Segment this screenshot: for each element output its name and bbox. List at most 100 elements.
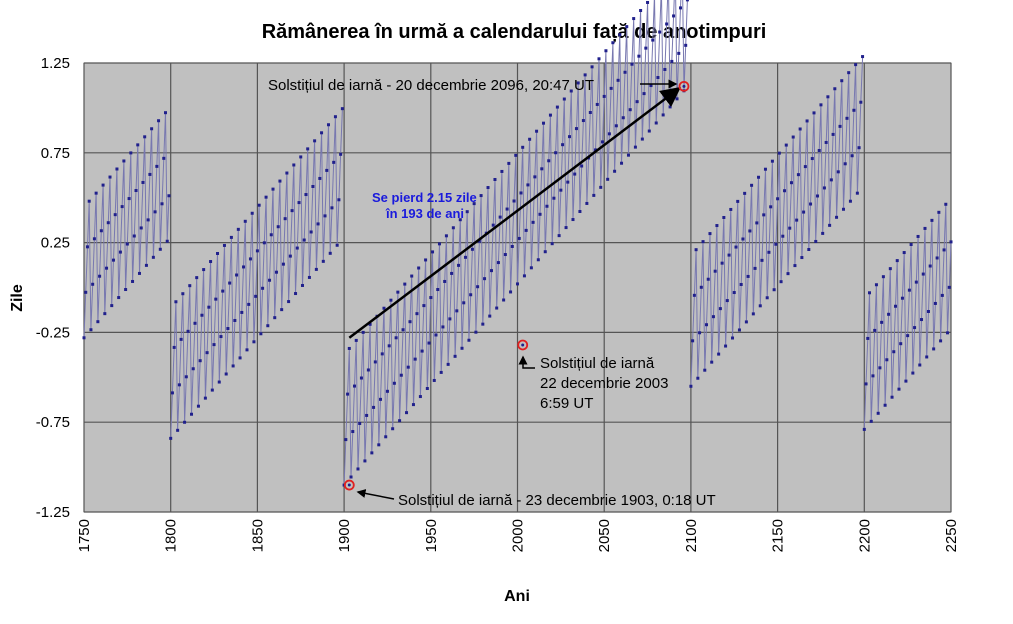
data-point <box>689 384 693 388</box>
annotation-loss-line-2: în 193 de ani <box>385 206 464 221</box>
data-point <box>843 162 847 166</box>
data-point <box>899 342 903 346</box>
data-point <box>883 403 887 407</box>
data-point <box>366 368 370 372</box>
data-point <box>365 413 369 417</box>
data-point <box>113 213 117 217</box>
x-tick-label: 2000 <box>510 519 527 552</box>
data-point <box>349 475 353 479</box>
data-point <box>940 293 944 297</box>
data-point <box>789 181 793 185</box>
data-point <box>614 124 618 128</box>
data-point <box>436 288 440 292</box>
data-point <box>143 135 147 139</box>
data-point <box>545 204 549 208</box>
data-point <box>287 300 291 304</box>
data-point <box>356 467 360 471</box>
data-point <box>665 22 669 26</box>
data-point <box>202 268 206 272</box>
data-point <box>514 153 518 157</box>
data-point <box>772 288 776 292</box>
data-point <box>226 327 230 331</box>
x-tick-label: 2200 <box>856 519 873 552</box>
data-point <box>132 234 136 238</box>
data-point <box>493 177 497 181</box>
data-point <box>91 282 95 286</box>
data-point <box>300 283 304 287</box>
data-point <box>630 62 634 66</box>
data-point <box>106 221 110 225</box>
data-point <box>124 288 128 292</box>
data-point <box>715 224 719 228</box>
data-point <box>216 251 220 255</box>
data-point <box>743 191 747 195</box>
data-point <box>826 95 830 99</box>
data-point <box>432 378 436 382</box>
data-point <box>637 54 641 58</box>
data-point <box>411 403 415 407</box>
trend-arrow <box>348 86 682 339</box>
data-point <box>788 226 792 230</box>
data-point <box>885 358 889 362</box>
data-point <box>516 282 519 286</box>
data-point <box>502 298 506 302</box>
data-point <box>205 351 209 355</box>
data-point <box>757 175 761 179</box>
data-point <box>344 438 348 442</box>
data-point <box>609 86 613 90</box>
data-point <box>157 119 161 123</box>
data-point <box>448 317 452 321</box>
data-point <box>779 280 783 284</box>
data-point <box>737 328 741 332</box>
data-point <box>332 160 336 164</box>
data-point <box>417 266 421 270</box>
data-point <box>894 304 898 308</box>
data-point <box>732 291 736 295</box>
data-point <box>663 67 667 71</box>
data-point <box>694 248 698 252</box>
data-point <box>120 205 124 209</box>
data-point <box>550 242 554 246</box>
data-point <box>815 194 819 198</box>
data-point <box>722 215 726 219</box>
data-point <box>196 404 200 408</box>
data-point <box>672 14 676 18</box>
annotation-solstice-2003-line-3: 6:59 UT <box>540 395 593 412</box>
data-point <box>131 279 135 283</box>
data-point <box>373 360 377 364</box>
data-point <box>661 113 665 117</box>
data-point <box>257 203 261 207</box>
data-point <box>228 281 232 285</box>
data-point <box>616 78 620 82</box>
data-point <box>703 368 707 372</box>
data-point <box>658 30 662 34</box>
data-point <box>105 266 109 270</box>
data-point <box>838 124 842 128</box>
data-point <box>807 247 811 251</box>
data-point <box>595 102 599 106</box>
data-point <box>391 427 395 431</box>
series-line <box>170 108 343 439</box>
data-point <box>446 362 450 366</box>
data-point <box>925 355 929 359</box>
data-point <box>174 300 178 304</box>
data-point <box>333 115 337 119</box>
data-point <box>762 213 766 217</box>
data-point <box>580 164 584 168</box>
data-point <box>926 309 930 313</box>
data-point <box>299 155 303 159</box>
data-point <box>337 198 341 202</box>
data-point <box>850 154 854 158</box>
data-point <box>784 143 788 147</box>
data-point <box>179 337 183 341</box>
data-point <box>864 382 868 386</box>
data-point <box>746 274 750 278</box>
data-point <box>486 186 490 190</box>
data-point <box>183 420 187 424</box>
data-point <box>472 202 476 206</box>
data-point <box>528 137 532 141</box>
series-line <box>83 112 170 338</box>
data-point <box>453 354 457 358</box>
data-point <box>273 316 277 320</box>
x-tick-label: 1900 <box>336 519 353 552</box>
